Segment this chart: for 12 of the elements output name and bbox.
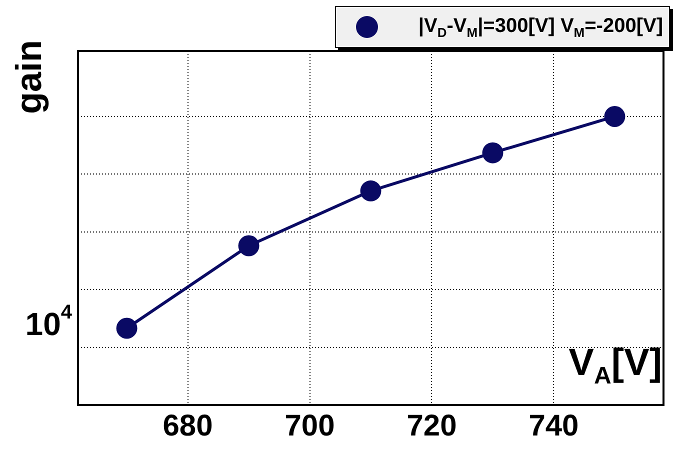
point bbox=[604, 106, 626, 127]
legend-label: |V$_{D}$-V$_{M}$|=300[V] V$_{M}$=-200[V] bbox=[418, 14, 663, 40]
point bbox=[116, 318, 138, 339]
y-axis-title: gain bbox=[8, 40, 50, 114]
point bbox=[360, 180, 382, 202]
x-tick-label: 720 bbox=[406, 409, 457, 442]
point bbox=[482, 142, 504, 164]
x-tick-label: 740 bbox=[528, 409, 579, 442]
x-axis-title: V$_{A}$[V] bbox=[568, 342, 662, 391]
x-tick-label: 700 bbox=[284, 409, 335, 442]
x-tick-label: 680 bbox=[162, 409, 213, 442]
point bbox=[238, 235, 260, 256]
